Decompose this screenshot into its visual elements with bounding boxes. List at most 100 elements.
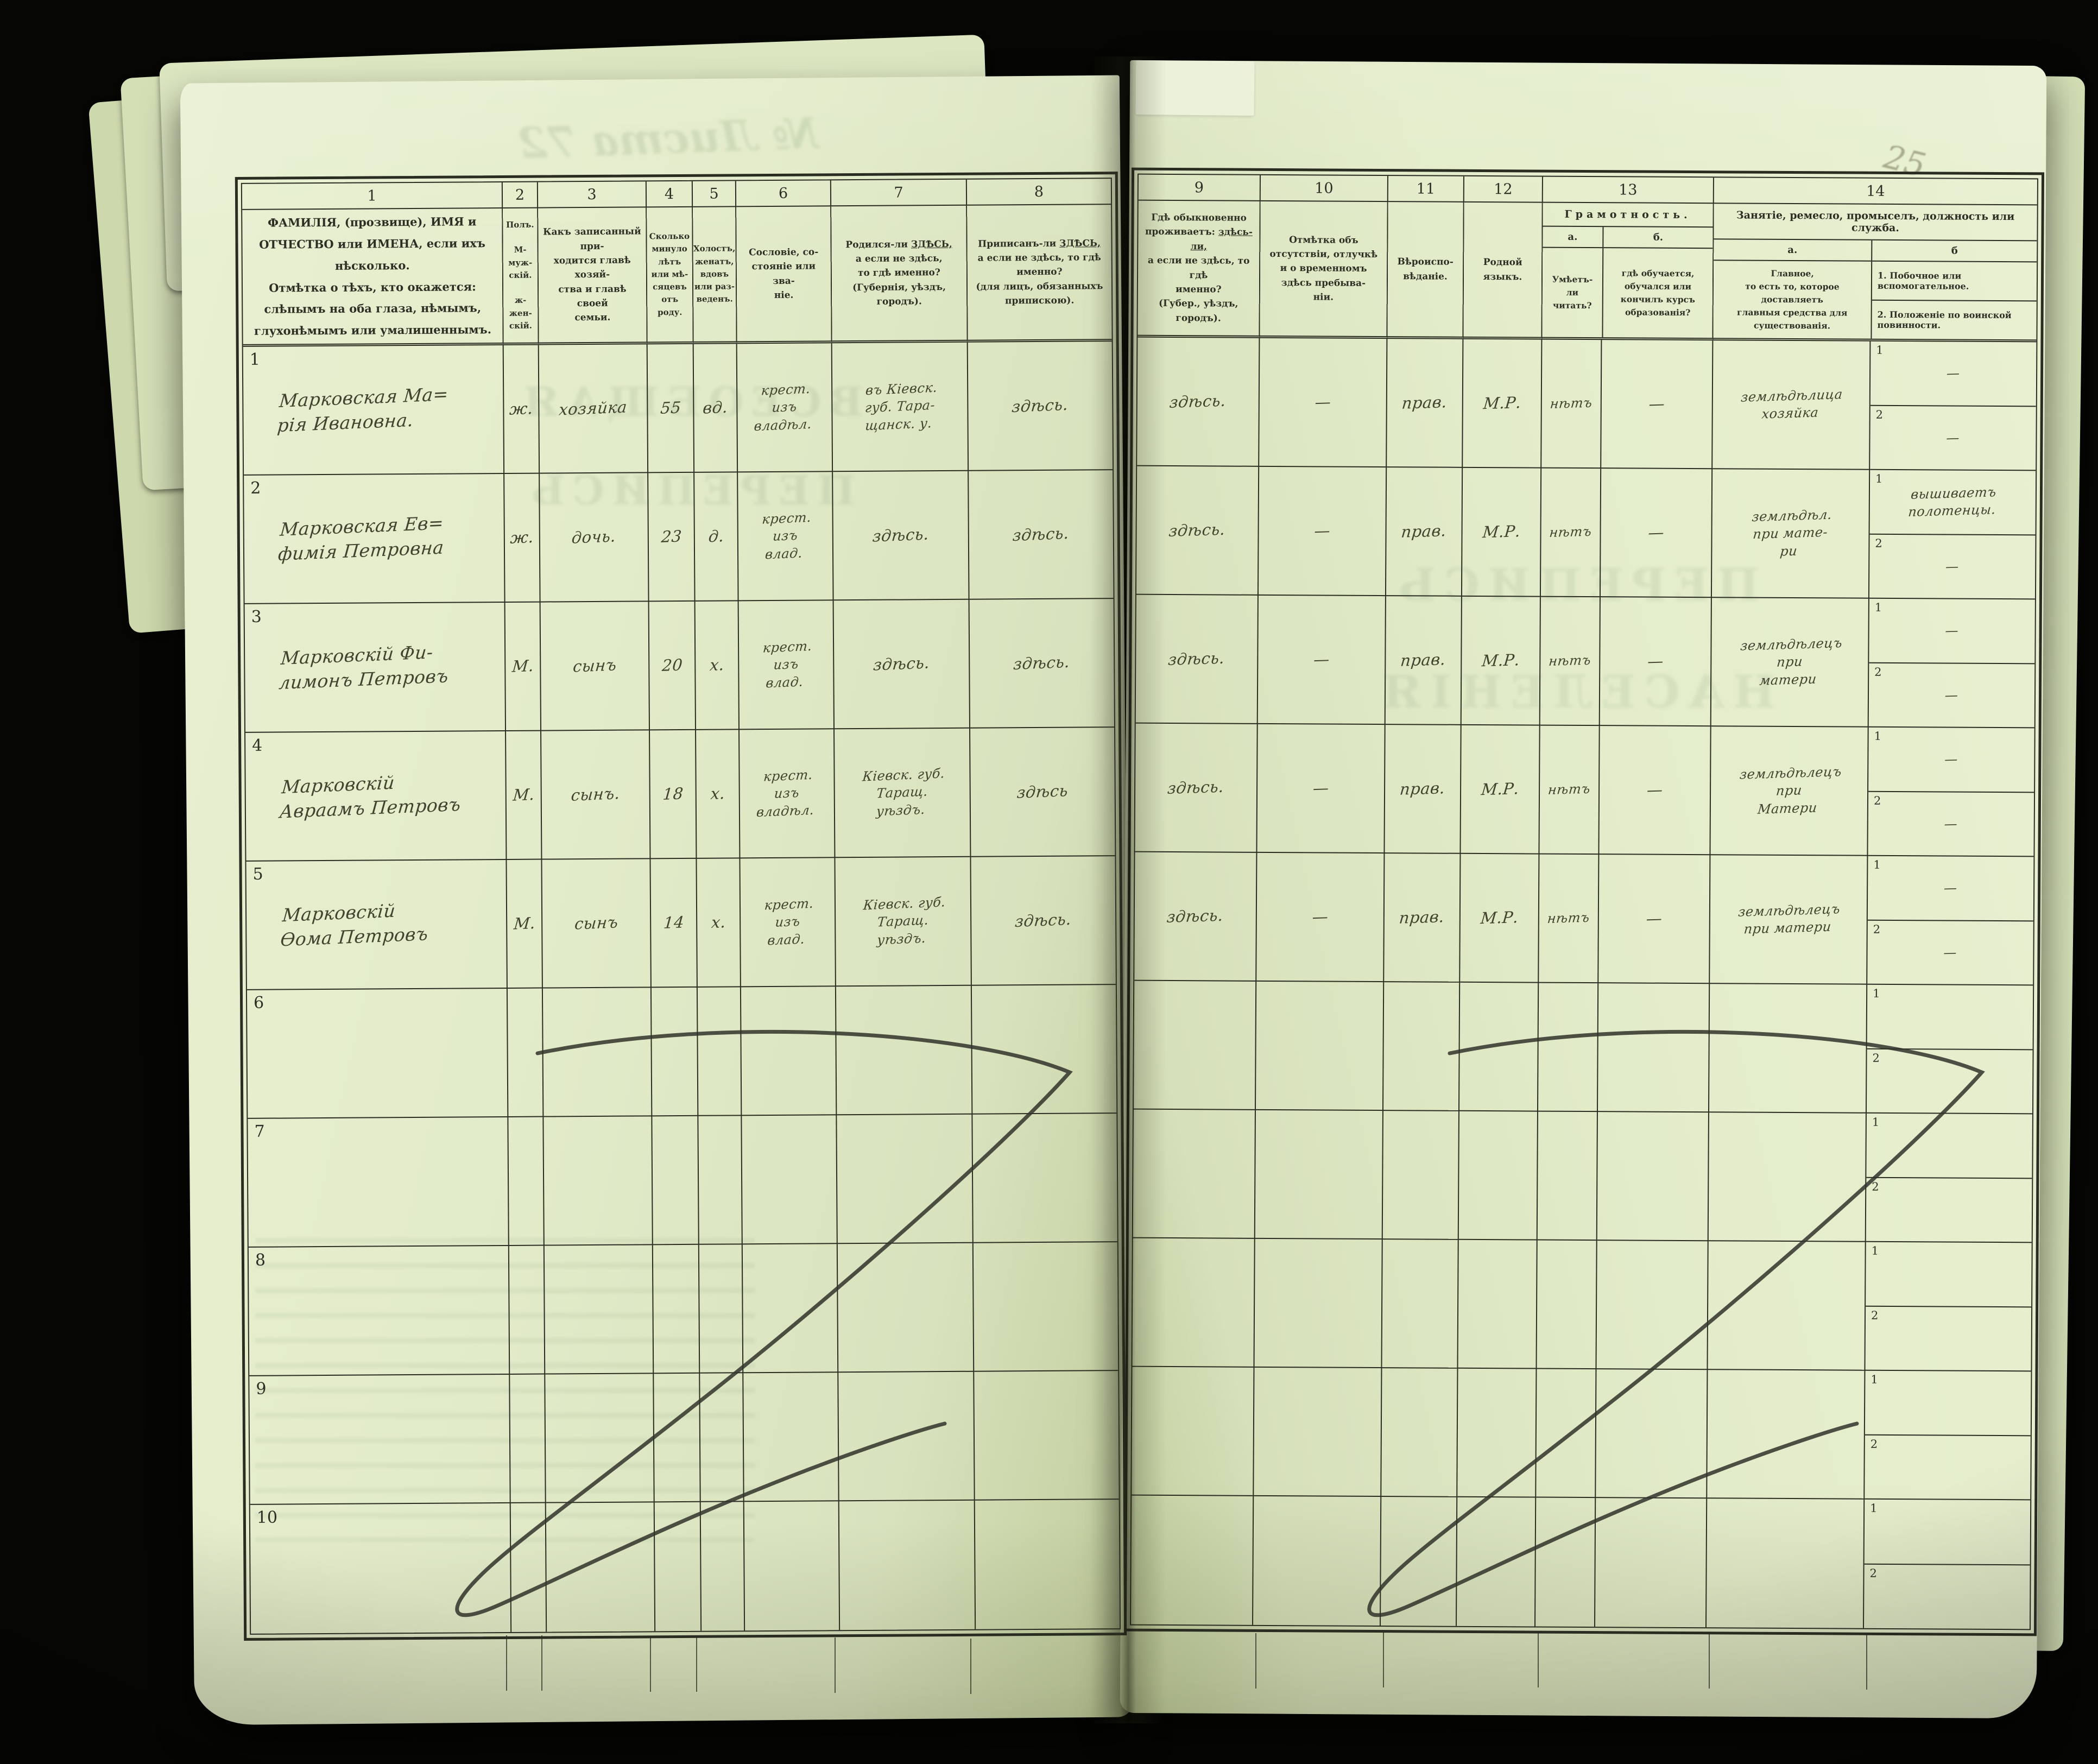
cell-empty — [544, 1116, 653, 1246]
cell-empty — [652, 1116, 699, 1245]
col-number: 12 — [1464, 176, 1543, 203]
occupation-b-label: б — [1872, 240, 2037, 263]
cell-empty — [700, 1502, 745, 1631]
occupation-a-text: Главное, то есть то, которое доставляетъ… — [1736, 268, 1848, 331]
header-marital: Холостъ, женатъ, вдовъ или раз- веденъ. — [693, 207, 737, 344]
cell-language: М.Р. — [1462, 467, 1542, 597]
cell-empty — [1457, 1497, 1537, 1627]
cell-empty — [1536, 1369, 1597, 1499]
header-religion: Вѣроиспо- вѣданіе. — [1387, 202, 1464, 339]
cell-estate: крест. изъ владѣл. — [737, 343, 833, 473]
cell-side-occupation: 1— 2— — [1868, 727, 2034, 857]
cell-estate: крест. изъ влад. — [740, 858, 836, 988]
cell-sex: ж. — [503, 345, 540, 474]
cell-marital: х. — [697, 858, 741, 988]
cell-empty — [1458, 1111, 1538, 1241]
cell-empty — [971, 985, 1117, 1115]
cell-literacy-a: нѣтъ — [1540, 468, 1602, 598]
cell-empty — [1131, 1495, 1254, 1625]
cell-birthplace: Кіевск. губ. Таращ. уѣздъ. — [835, 728, 971, 858]
cell-empty — [1254, 1238, 1383, 1369]
cell-side-occupation: 1— 2— — [1870, 341, 2037, 471]
column-line-stub — [835, 1637, 836, 1693]
cell-empty — [1458, 1240, 1538, 1369]
cell-empty — [1708, 1241, 1866, 1371]
cell-name: 9 — [249, 1374, 511, 1505]
cell-language: М.Р. — [1461, 596, 1541, 726]
cell-empty — [544, 1245, 654, 1375]
cell-literacy-b: — — [1598, 855, 1711, 984]
cell-empty — [973, 1242, 1118, 1372]
cell-literacy-a: нѣтъ — [1539, 725, 1600, 855]
cell-name: 8 — [248, 1245, 510, 1376]
cell-empty — [1535, 1497, 1596, 1627]
cell-literacy-b: — — [1599, 726, 1711, 856]
cell-empty — [1253, 1496, 1382, 1626]
col-number: 5 — [692, 181, 737, 207]
column-line-stub — [1709, 1633, 1710, 1689]
literacy-group-label: Грамотность. — [1543, 203, 1713, 228]
occupation-group-label: Занятіе, ремесло, промыселъ, должность и… — [1714, 204, 2037, 242]
cell-empty — [508, 1117, 545, 1246]
cell-registration: здѣсь. — [971, 856, 1116, 986]
cell-empty — [839, 1500, 976, 1630]
cell-empty — [509, 1245, 546, 1375]
col-number: 8 — [966, 179, 1111, 206]
header-sex: Полъ. М-муж- скій. ж-жен- скій. — [503, 208, 539, 345]
cell-empty — [1254, 1367, 1382, 1497]
col-number: 4 — [646, 181, 693, 208]
cell-empty — [1457, 1368, 1537, 1498]
col-number: 9 — [1138, 174, 1261, 201]
cell-birthplace: Кіевск. губ. Таращ. уѣздъ. — [835, 857, 972, 987]
cell-religion: прав. — [1384, 853, 1461, 983]
header-residence: Гдѣ обыкновенно проживаетъ: здѣсь-ли, а … — [1138, 200, 1261, 338]
cell-estate: крест. изъ влад. — [738, 600, 835, 730]
cell-empty — [836, 985, 973, 1116]
cell-sex: М. — [507, 859, 543, 989]
cell-empty — [1459, 982, 1539, 1112]
cell-name: 4 Марковскій Авраамъ Петровъ — [245, 731, 507, 862]
cell-empty — [837, 1243, 975, 1373]
literacy-b-label: б. — [1603, 227, 1713, 249]
cell-relation: хозяйка — [539, 344, 649, 474]
cell-age: 18 — [650, 730, 697, 859]
column-line-stub — [1538, 1632, 1539, 1687]
cell-registration: здѣсь. — [968, 342, 1113, 471]
header-absence: Отмѣтка объ отсутствіи, отлучкѣ и о врем… — [1260, 201, 1388, 339]
cell-empty — [1381, 1368, 1458, 1497]
cell-empty — [1597, 1112, 1709, 1242]
cell-occupation: землѣдѣл. при мате- ри — [1711, 469, 1870, 599]
cell-religion: прав. — [1386, 467, 1463, 597]
cell-side-occupation: 1— 2— — [1868, 598, 2035, 729]
column-line-stub — [541, 1635, 542, 1691]
cell-literacy-a: нѣтъ — [1541, 339, 1602, 469]
header-occupation: Занятіе, ремесло, промыселъ, должность и… — [1713, 204, 2037, 343]
occupation-b1-text: 1. Побочное или вспомогательное. — [1872, 261, 2037, 302]
cell-literacy-a: нѣтъ — [1539, 854, 1600, 984]
cell-empty — [698, 1116, 743, 1245]
cell-relation: дочь. — [540, 473, 649, 603]
cell-empty — [1383, 982, 1461, 1111]
cell-marital: х. — [695, 601, 740, 730]
cell-empty — [1708, 1112, 1867, 1242]
census-table-right: 9 10 11 12 13 14 Гдѣ обыкновенно прожива… — [1123, 167, 2045, 1636]
cell-side-occupation: 1 вышиваетъ полотенцы. 2— — [1869, 470, 2036, 600]
cell-literacy-b: — — [1600, 597, 1712, 727]
literacy-a-label: а. — [1543, 226, 1603, 249]
cell-empty — [742, 1115, 838, 1245]
cell-name: 10 — [250, 1503, 512, 1634]
cell-absence: — — [1259, 338, 1388, 468]
cell-literacy-b: — — [1601, 340, 1714, 470]
cell-empty — [653, 1244, 700, 1374]
cell-estate: крест. изъ влад. — [738, 472, 834, 602]
cell-registration: здѣсь. — [969, 470, 1114, 600]
cell-absence: — — [1257, 724, 1386, 854]
column-line-stub — [1255, 1633, 1256, 1689]
cell-occupation: землѣдѣлецъ при Матери — [1710, 726, 1869, 856]
cell-empty — [542, 988, 653, 1117]
header-birthplace: Родился-ли ЗДѢСЬ, а если не здѣсь, то гд… — [831, 205, 968, 344]
col-number: 11 — [1388, 176, 1464, 203]
cell-empty — [1538, 983, 1599, 1112]
